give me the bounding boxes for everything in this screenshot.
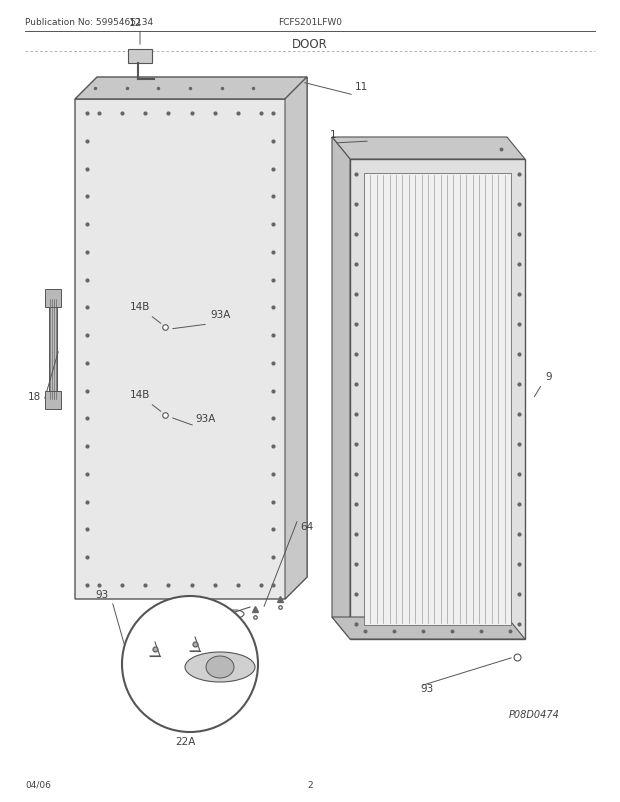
Text: 64: 64 <box>300 521 313 532</box>
Text: 11: 11 <box>355 82 368 92</box>
Text: 04/06: 04/06 <box>25 780 51 789</box>
Text: 93A: 93A <box>210 310 231 320</box>
Text: 14B: 14B <box>130 302 151 312</box>
Polygon shape <box>45 391 61 410</box>
Text: 93: 93 <box>95 589 108 599</box>
Text: 18: 18 <box>28 391 42 402</box>
Ellipse shape <box>185 652 255 683</box>
Text: 22A: 22A <box>175 736 195 746</box>
Polygon shape <box>332 138 525 160</box>
Circle shape <box>122 596 258 732</box>
Text: 93A: 93A <box>195 414 215 423</box>
Bar <box>364 174 511 626</box>
Text: 14B: 14B <box>130 390 151 399</box>
Polygon shape <box>332 618 525 639</box>
Polygon shape <box>49 298 57 402</box>
Ellipse shape <box>206 656 234 678</box>
Text: 12: 12 <box>128 18 141 28</box>
Polygon shape <box>45 290 61 308</box>
Text: P08D0474: P08D0474 <box>509 709 560 719</box>
Text: FCFS201LFW0: FCFS201LFW0 <box>278 18 342 27</box>
Polygon shape <box>75 78 307 599</box>
Text: DOOR: DOOR <box>292 38 328 51</box>
Text: Publication No: 5995465134: Publication No: 5995465134 <box>25 18 153 27</box>
Text: 1: 1 <box>330 130 337 140</box>
Polygon shape <box>332 138 507 618</box>
Polygon shape <box>285 78 307 599</box>
Bar <box>128 50 152 64</box>
Ellipse shape <box>226 610 244 618</box>
Text: 93: 93 <box>420 683 433 693</box>
Polygon shape <box>350 160 525 639</box>
Text: 9: 9 <box>545 371 552 382</box>
Text: 2: 2 <box>307 780 313 789</box>
Polygon shape <box>332 138 350 639</box>
Polygon shape <box>75 78 307 100</box>
